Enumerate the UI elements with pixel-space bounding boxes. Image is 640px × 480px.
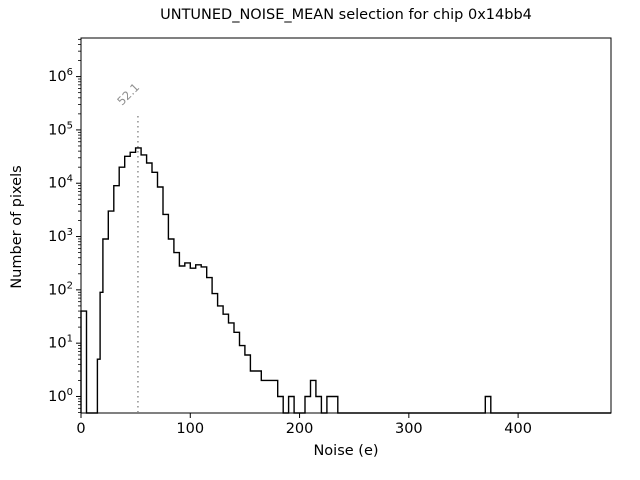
mean-annotation: 52.1: [114, 80, 142, 412]
y-tick-label: 101: [48, 334, 73, 352]
x-tick-label: 100: [176, 421, 204, 437]
histogram-step-outline: [80, 147, 611, 414]
plot-border: [80, 37, 612, 414]
mean-value-label: 52.1: [114, 80, 142, 108]
y-axis-ticks: 100 101 102 103 104 105 106: [48, 67, 81, 405]
y-tick-label: 104: [48, 174, 73, 192]
y-tick-label: 105: [48, 120, 73, 138]
x-tick-label: 300: [395, 421, 423, 437]
x-tick-label: 200: [286, 421, 314, 437]
x-axis-label: Noise (e): [313, 443, 379, 459]
y-tick-label: 100: [48, 387, 73, 405]
x-axis-ticks: 0 100 200 300 400: [76, 413, 532, 437]
y-axis-minor-ticks: [78, 38, 81, 413]
x-tick-label: 400: [504, 421, 532, 437]
chart-title: UNTUNED_NOISE_MEAN selection for chip 0x…: [160, 7, 532, 23]
y-tick-label: 103: [48, 227, 73, 245]
x-tick-label: 0: [76, 421, 85, 437]
y-tick-label: 106: [48, 67, 73, 85]
y-tick-label: 102: [48, 280, 73, 298]
